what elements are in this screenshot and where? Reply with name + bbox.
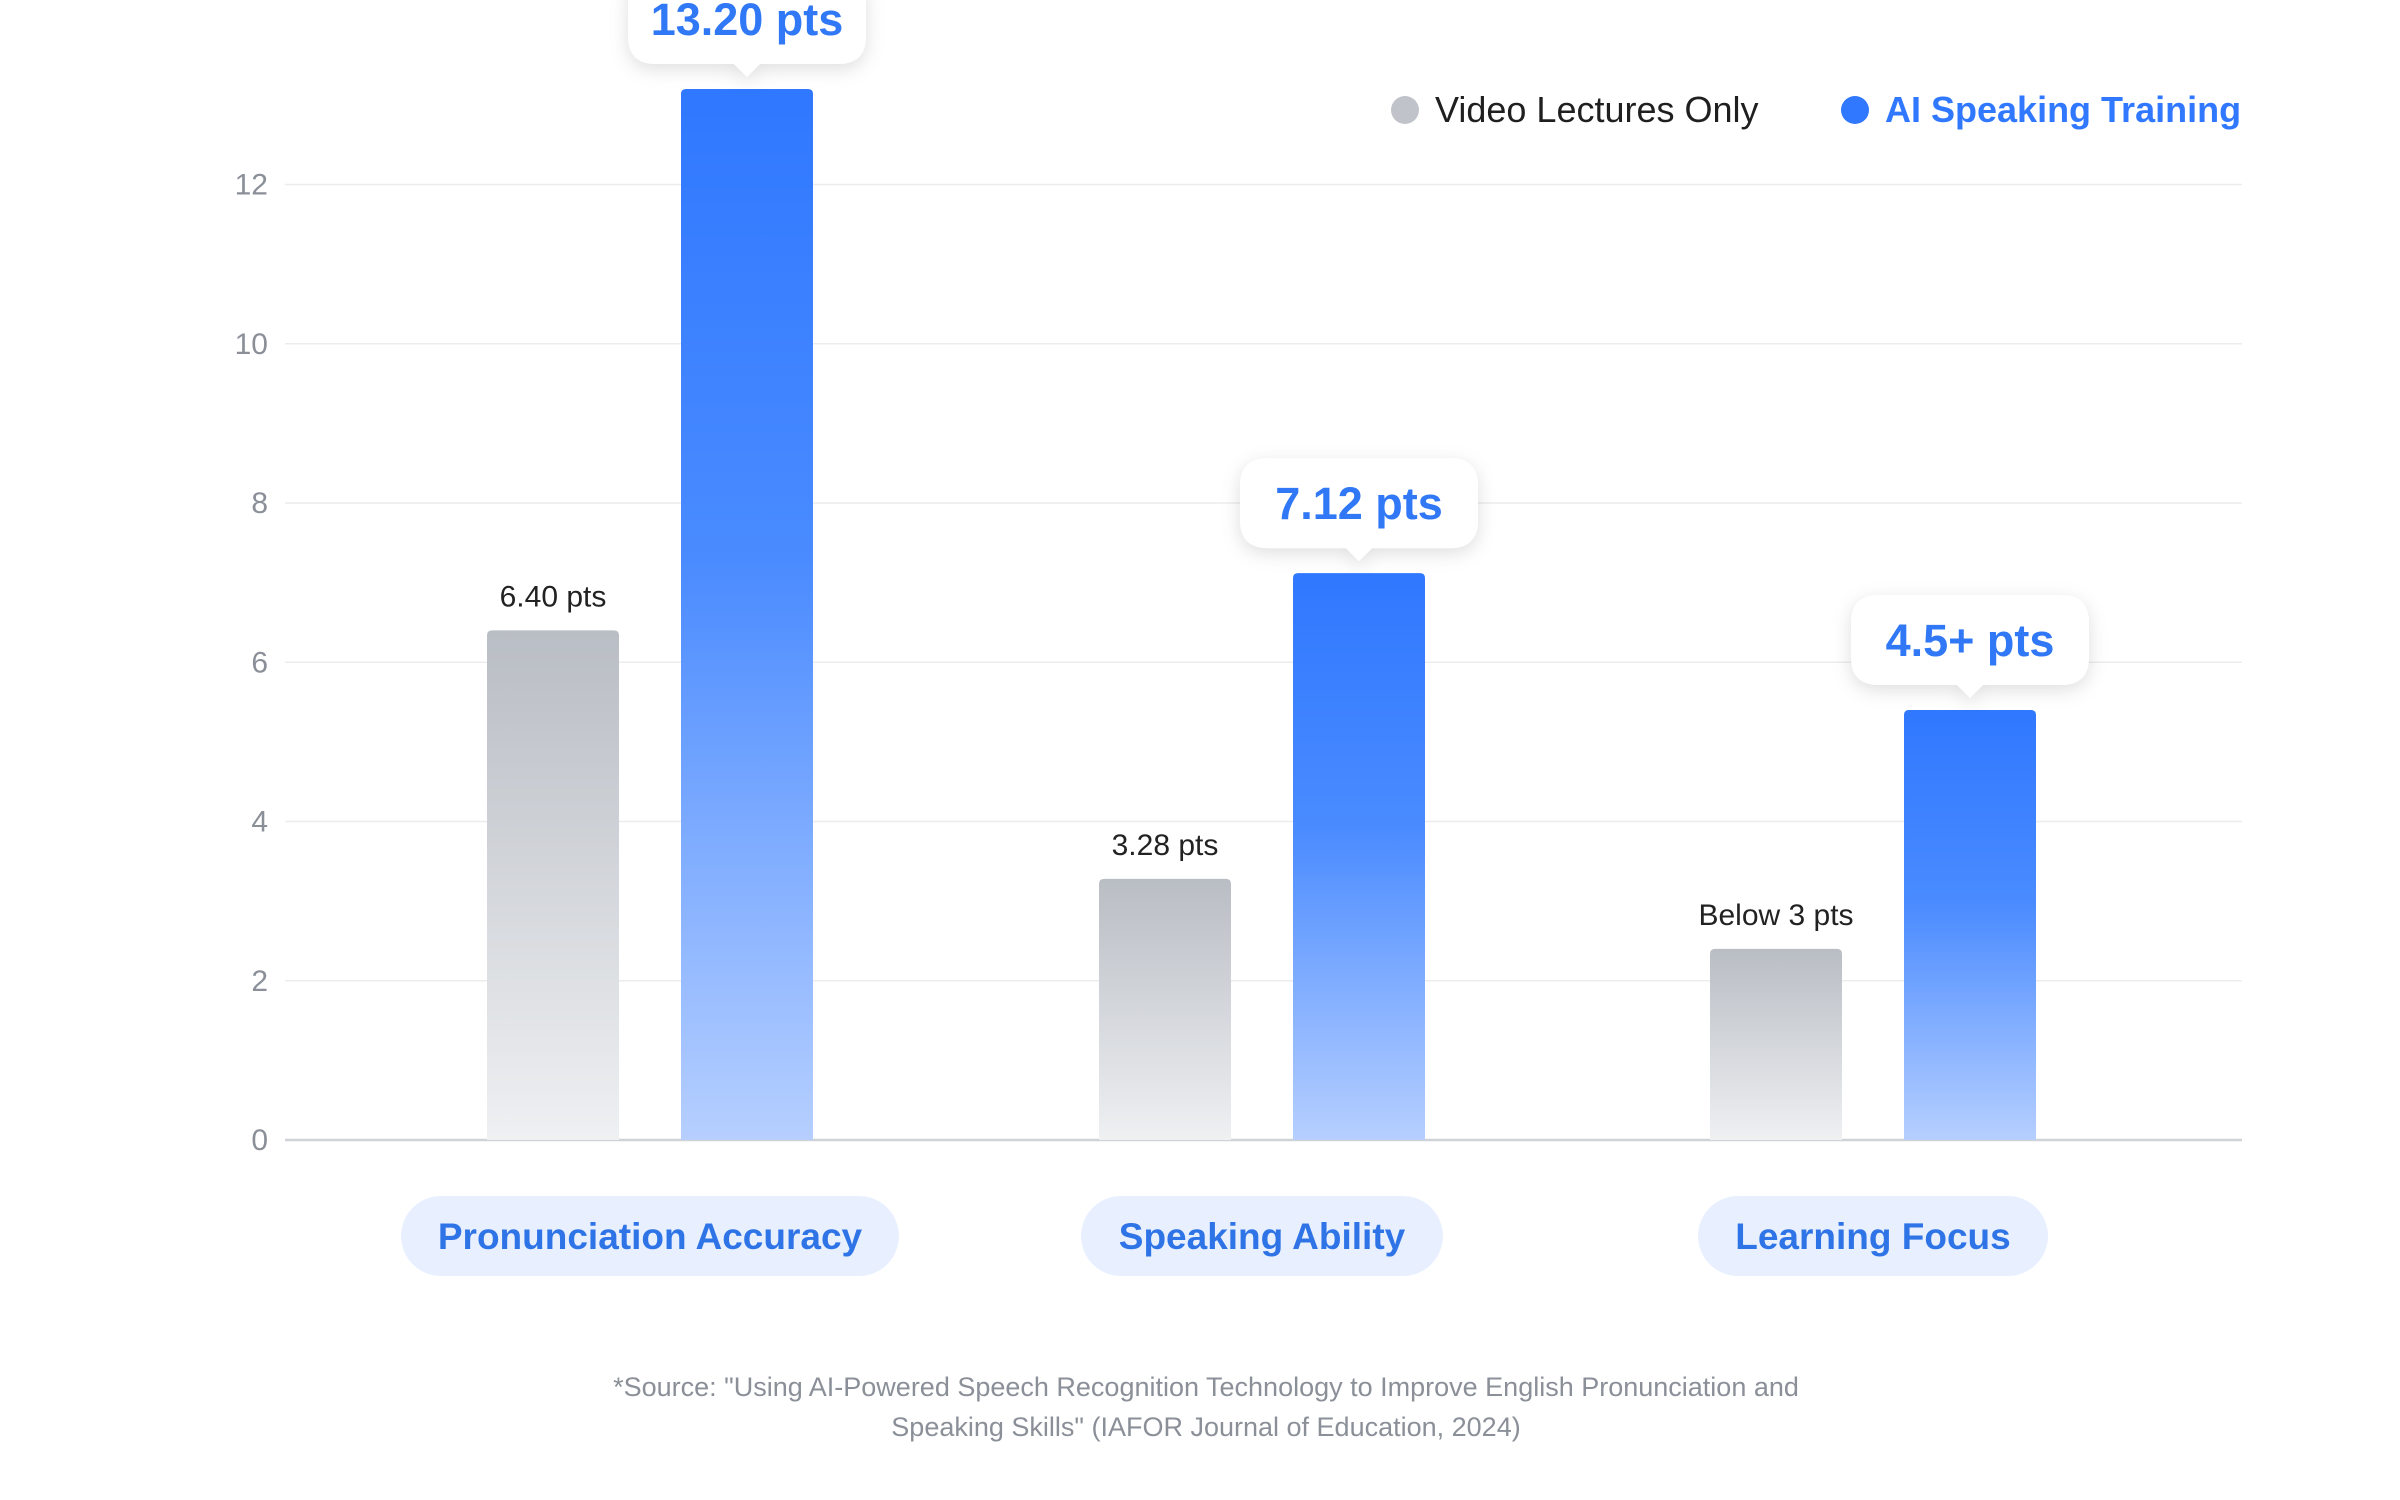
category-pill <box>401 1196 899 1276</box>
category-pill <box>1698 1196 2048 1276</box>
y-tick-label: 10 <box>235 328 268 361</box>
legend-marker <box>1391 96 1419 124</box>
y-tick-label: 2 <box>251 965 268 998</box>
callout-box <box>1851 595 2089 699</box>
y-tick-label: 0 <box>251 1124 268 1157</box>
bar-ai-speaking <box>1904 710 2036 1140</box>
source-note: *Source: "Using AI-Powered Speech Recogn… <box>613 1372 1799 1442</box>
x-tick-label: Speaking Ability <box>1119 1216 1406 1257</box>
callout-label: 13.20 pts <box>651 0 844 45</box>
callout-label: 7.12 pts <box>1275 478 1443 529</box>
callout-label: 4.5+ pts <box>1886 615 2055 666</box>
data-labels: 6.40 pts 13.20 pts 3.28 pts 7.12 pts Below 3… <box>500 0 2089 932</box>
y-tick-label: 4 <box>251 806 268 839</box>
y-tick-label: 6 <box>251 646 268 679</box>
callout-box <box>1240 458 1478 562</box>
source-line-2: Speaking Skills" (IAFOR Journal of Educa… <box>891 1412 1520 1442</box>
bar-video-lectures <box>1099 878 1231 1140</box>
bar-video-lectures <box>1710 948 1842 1140</box>
x-axis-categories: Pronunciation Accuracy Speaking Ability Le… <box>401 1196 2048 1276</box>
callout-box <box>628 0 866 77</box>
bar-video-lectures <box>487 630 619 1140</box>
bar-ai-speaking <box>681 89 813 1140</box>
x-tick-label: Pronunciation Accuracy <box>438 1216 863 1257</box>
data-label: 3.28 pts <box>1112 829 1219 862</box>
category-pill <box>1081 1196 1443 1276</box>
callout-bubble <box>628 0 866 77</box>
data-label: 6.40 pts <box>500 580 607 613</box>
bar-ai-speaking <box>1293 573 1425 1140</box>
y-tick-label: 12 <box>235 169 268 202</box>
bars <box>487 89 2036 1140</box>
y-tick-label: 8 <box>251 487 268 520</box>
legend: Video Lectures Only AI Speaking Training <box>1391 89 2241 130</box>
source-line-1: *Source: "Using AI-Powered Speech Recogn… <box>613 1372 1799 1402</box>
legend-marker <box>1841 96 1869 124</box>
x-tick-label: Learning Focus <box>1735 1216 2010 1257</box>
callout-bubble <box>1851 595 2089 699</box>
legend-label: AI Speaking Training <box>1885 89 2241 130</box>
legend-label: Video Lectures Only <box>1435 89 1759 130</box>
data-label: Below 3 pts <box>1698 899 1853 932</box>
callout-bubble <box>1240 458 1478 562</box>
